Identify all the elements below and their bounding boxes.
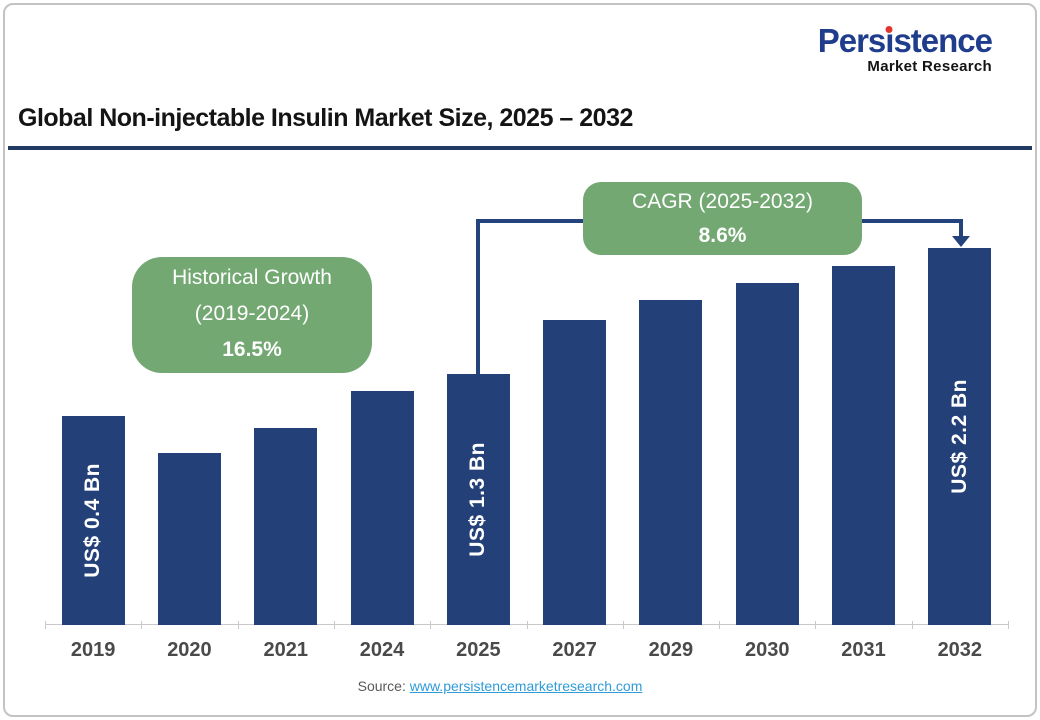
bar-slot <box>815 225 911 625</box>
cagr-callout: CAGR (2025-2032) 8.6% <box>583 182 862 255</box>
bar-slot: US$ 2.2 Bn <box>912 225 1008 625</box>
x-tick-label-2020: 2020 <box>167 639 212 661</box>
cagr-line1: CAGR (2025-2032) <box>632 190 813 213</box>
cagr-value: 8.6% <box>698 224 747 247</box>
historical-growth-callout: Historical Growth (2019-2024) 16.5% <box>132 257 372 373</box>
x-axis-ticks <box>45 621 1009 629</box>
x-axis-tick <box>526 621 528 629</box>
bar-2025: US$ 1.3 Bn <box>446 374 510 625</box>
bar-chart-plot-area: US$ 0.4 Bn US$ 1.3 Bn US$ 2.2 Bn <box>45 225 1008 625</box>
brand-logo: Pers ıstence Market Research <box>817 22 993 75</box>
bar-slot <box>141 225 237 625</box>
x-axis-labels: 2019 2020 2021 2024 2025 2027 2029 2030 … <box>45 639 1008 662</box>
bar-value-label: US$ 1.3 Bn <box>466 442 490 557</box>
bar-slot <box>719 225 815 625</box>
x-tick-label-2031: 2031 <box>841 639 886 661</box>
x-tick-label-2029: 2029 <box>648 639 694 661</box>
x-axis-tick <box>911 621 913 629</box>
bar-2024 <box>350 391 414 625</box>
source-label: Source: <box>357 678 406 694</box>
brand-wordmark: Pers ıstence <box>817 22 993 59</box>
bar-2030 <box>735 283 799 625</box>
bar-2021 <box>254 428 318 625</box>
bar-slot <box>238 225 334 625</box>
bar-2019: US$ 0.4 Bn <box>61 416 125 625</box>
bar-value-label: US$ 2.2 Bn <box>947 379 971 494</box>
x-tick-label-2027: 2027 <box>552 639 597 661</box>
x-axis-tick <box>333 621 335 629</box>
x-axis-tick <box>622 621 624 629</box>
x-axis-tick <box>1008 621 1009 629</box>
brand-wordmark-part2: stence <box>893 22 993 59</box>
page-title: Global Non-injectable Insulin Market Siz… <box>18 104 633 132</box>
x-tick-label-2025: 2025 <box>456 639 501 661</box>
brand-wordmark-dotless-i: ı <box>885 22 894 59</box>
bar-2027 <box>543 320 607 625</box>
x-axis-tick <box>719 621 721 629</box>
brand-wordmark-part1: Pers <box>817 22 887 59</box>
connector-line-right <box>959 219 963 238</box>
source-link[interactable]: www.persistencemarketresearch.com <box>409 678 643 694</box>
bar-slot <box>623 225 719 625</box>
title-underline <box>8 146 1032 150</box>
bar-slot: US$ 0.4 Bn <box>45 225 141 625</box>
source-line: Source: www.persistencemarketresearch.co… <box>0 678 1000 694</box>
x-axis-tick <box>430 621 432 629</box>
bar-2031 <box>832 266 896 625</box>
bar-2032: US$ 2.2 Bn <box>928 248 992 625</box>
x-axis-tick <box>45 621 46 629</box>
bar-value-label: US$ 0.4 Bn <box>81 463 105 578</box>
bar-slot: US$ 1.3 Bn <box>430 225 526 625</box>
x-tick-label-2030: 2030 <box>744 639 790 661</box>
bar-slot <box>334 225 430 625</box>
bar-slot <box>526 225 622 625</box>
x-axis-tick <box>815 621 817 629</box>
bar-2020 <box>157 453 221 625</box>
x-tick-label-2032: 2032 <box>937 639 983 661</box>
historical-growth-value: 16.5% <box>222 338 282 361</box>
connector-line-left <box>476 219 480 374</box>
brand-wordmark-i: ı <box>885 22 894 59</box>
x-tick-label-2019: 2019 <box>70 639 116 661</box>
logo-red-dot-icon <box>885 26 893 33</box>
x-tick-label-2024: 2024 <box>359 639 405 661</box>
bar-2029 <box>639 300 703 625</box>
brand-subtitle: Market Research <box>867 58 992 75</box>
x-tick-label-2021: 2021 <box>263 639 308 661</box>
x-axis-tick <box>237 621 239 629</box>
historical-growth-line2: (2019-2024) <box>194 302 310 325</box>
connector-arrowhead-icon <box>952 236 970 247</box>
x-axis-tick <box>141 621 143 629</box>
historical-growth-line1: Historical Growth <box>172 266 332 289</box>
